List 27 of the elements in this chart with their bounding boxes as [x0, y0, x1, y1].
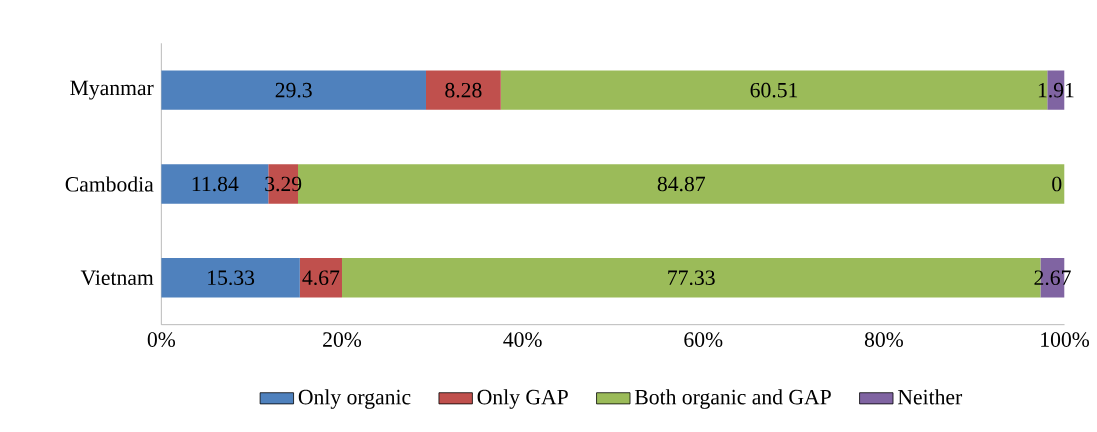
data-label: 4.67: [302, 270, 340, 286]
x-tick-label: 20%: [323, 332, 362, 347]
bar: [299, 258, 342, 298]
y-tick-label: Cambodia: [65, 176, 154, 192]
x-tick-label: 0%: [147, 332, 176, 347]
x-tick-label: 100%: [1041, 332, 1090, 347]
legend-label: Both organic and GAP: [634, 389, 831, 409]
data-label: 60.51: [750, 82, 798, 98]
data-label: 15.33: [208, 270, 255, 286]
data-label: 29.3: [275, 82, 312, 98]
bar: [425, 70, 501, 110]
bar: [161, 70, 426, 110]
bar: [161, 258, 300, 298]
data-label: 0: [1052, 176, 1062, 192]
data-label: 11.84: [192, 176, 239, 192]
x-tick-label: 60%: [684, 332, 723, 347]
data-label: 8.28: [445, 82, 482, 98]
data-label: 77.33: [668, 270, 715, 286]
legend-label: Only organic: [298, 389, 411, 409]
x-tick-label: 80%: [864, 332, 903, 347]
y-tick-label: Myanmar: [70, 80, 154, 100]
legend-label: Neither: [897, 389, 963, 405]
data-label: 1.91: [1038, 82, 1074, 98]
x-tick-label: 40%: [503, 332, 542, 347]
data-label: 84.87: [657, 176, 706, 192]
y-tick-label: Vietnam: [80, 270, 154, 286]
legend-label: Only GAP: [477, 389, 568, 409]
